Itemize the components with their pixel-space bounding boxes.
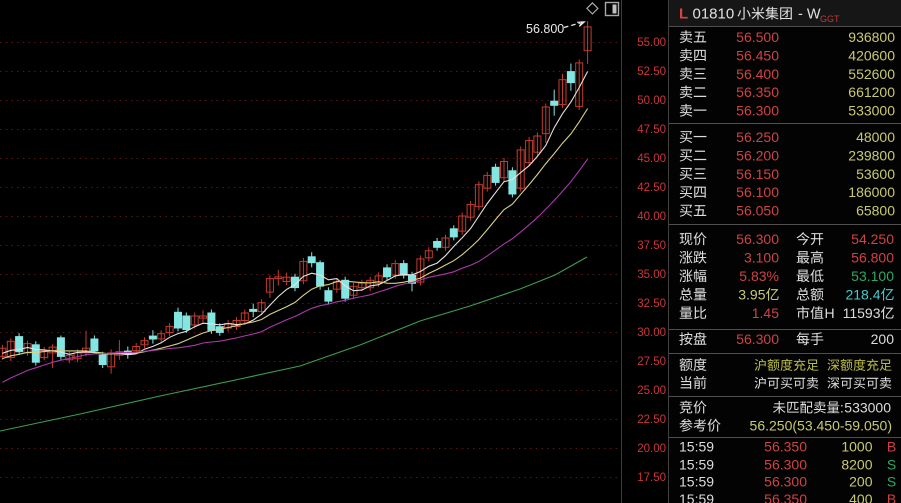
svg-text:56.250: 56.250 xyxy=(736,129,779,145)
svg-text:56.350: 56.350 xyxy=(764,491,807,503)
svg-text:56.500: 56.500 xyxy=(736,29,779,45)
svg-text:30.00: 30.00 xyxy=(637,327,666,339)
svg-text:56.050: 56.050 xyxy=(736,203,779,219)
svg-text:239800: 239800 xyxy=(848,147,895,163)
svg-text:1.45: 1.45 xyxy=(752,305,779,321)
svg-text:186000: 186000 xyxy=(848,184,895,200)
svg-text:533000: 533000 xyxy=(848,103,895,119)
svg-text:3.100: 3.100 xyxy=(744,250,779,266)
svg-text:15:59: 15:59 xyxy=(679,474,714,490)
svg-text:56.200: 56.200 xyxy=(736,147,779,163)
svg-text:B: B xyxy=(887,439,896,455)
svg-text:56.150: 56.150 xyxy=(736,166,779,182)
svg-text:B: B xyxy=(887,491,896,503)
svg-text:65800: 65800 xyxy=(856,203,895,219)
svg-text:8200: 8200 xyxy=(841,456,872,472)
svg-text:32.50: 32.50 xyxy=(637,298,666,310)
svg-text:3.95: 3.95 xyxy=(738,287,765,303)
svg-text:56.300: 56.300 xyxy=(736,231,779,247)
svg-text:48000: 48000 xyxy=(856,129,895,145)
svg-text:1000: 1000 xyxy=(841,439,872,455)
svg-text:S: S xyxy=(887,474,896,490)
svg-text:11593: 11593 xyxy=(843,305,881,321)
svg-text:53600: 53600 xyxy=(856,166,895,182)
svg-text:56.300: 56.300 xyxy=(736,103,779,119)
svg-text::: : xyxy=(840,400,844,415)
svg-text:56.350: 56.350 xyxy=(764,439,807,455)
svg-text:25.00: 25.00 xyxy=(637,385,666,397)
svg-text:47.50: 47.50 xyxy=(637,124,666,136)
svg-text:45.00: 45.00 xyxy=(637,153,666,165)
svg-text:56.300: 56.300 xyxy=(736,331,779,347)
svg-text:37.50: 37.50 xyxy=(637,240,666,252)
svg-text:218.4: 218.4 xyxy=(845,287,880,303)
svg-text:56.800: 56.800 xyxy=(526,22,564,36)
svg-text:S: S xyxy=(887,456,896,472)
svg-text:533000: 533000 xyxy=(844,399,891,415)
svg-text:56.300: 56.300 xyxy=(764,474,807,490)
svg-text:54.250: 54.250 xyxy=(851,231,894,247)
svg-text:01810: 01810 xyxy=(693,6,735,23)
svg-text:200: 200 xyxy=(871,331,895,347)
svg-text:56.300: 56.300 xyxy=(764,456,807,472)
svg-text:56.450: 56.450 xyxy=(736,47,779,63)
svg-text:936800: 936800 xyxy=(848,29,895,45)
svg-text:661200: 661200 xyxy=(848,84,895,100)
svg-text:55.00: 55.00 xyxy=(637,37,666,49)
svg-text:56.400: 56.400 xyxy=(736,66,779,82)
svg-text:56.250(53.450-59.050): 56.250(53.450-59.050) xyxy=(750,418,892,434)
svg-text:20.00: 20.00 xyxy=(637,443,666,455)
svg-text:53.100: 53.100 xyxy=(851,268,894,284)
svg-text:L: L xyxy=(679,6,688,23)
svg-text:H: H xyxy=(825,305,835,321)
svg-text:5.83%: 5.83% xyxy=(739,268,779,284)
svg-text:50.00: 50.00 xyxy=(637,95,666,107)
svg-text:GGT: GGT xyxy=(820,14,840,24)
svg-text:52.50: 52.50 xyxy=(637,66,666,78)
svg-text:56.800: 56.800 xyxy=(851,250,894,266)
svg-text:400: 400 xyxy=(849,491,873,503)
svg-text:200: 200 xyxy=(849,474,873,490)
svg-text:40.00: 40.00 xyxy=(637,211,666,223)
svg-text:15:59: 15:59 xyxy=(679,456,714,472)
svg-text:552600: 552600 xyxy=(848,66,895,82)
svg-text:56.350: 56.350 xyxy=(736,84,779,100)
svg-text:27.50: 27.50 xyxy=(637,356,666,368)
svg-text:35.00: 35.00 xyxy=(637,269,666,281)
svg-text:17.50: 17.50 xyxy=(637,472,666,484)
svg-text:56.100: 56.100 xyxy=(736,184,779,200)
svg-text:- W: - W xyxy=(798,7,821,23)
svg-text:15:59: 15:59 xyxy=(679,439,714,455)
svg-text:420600: 420600 xyxy=(848,47,895,63)
svg-text:15:59: 15:59 xyxy=(679,491,714,503)
svg-text:42.50: 42.50 xyxy=(637,182,666,194)
svg-text:22.50: 22.50 xyxy=(637,414,666,426)
